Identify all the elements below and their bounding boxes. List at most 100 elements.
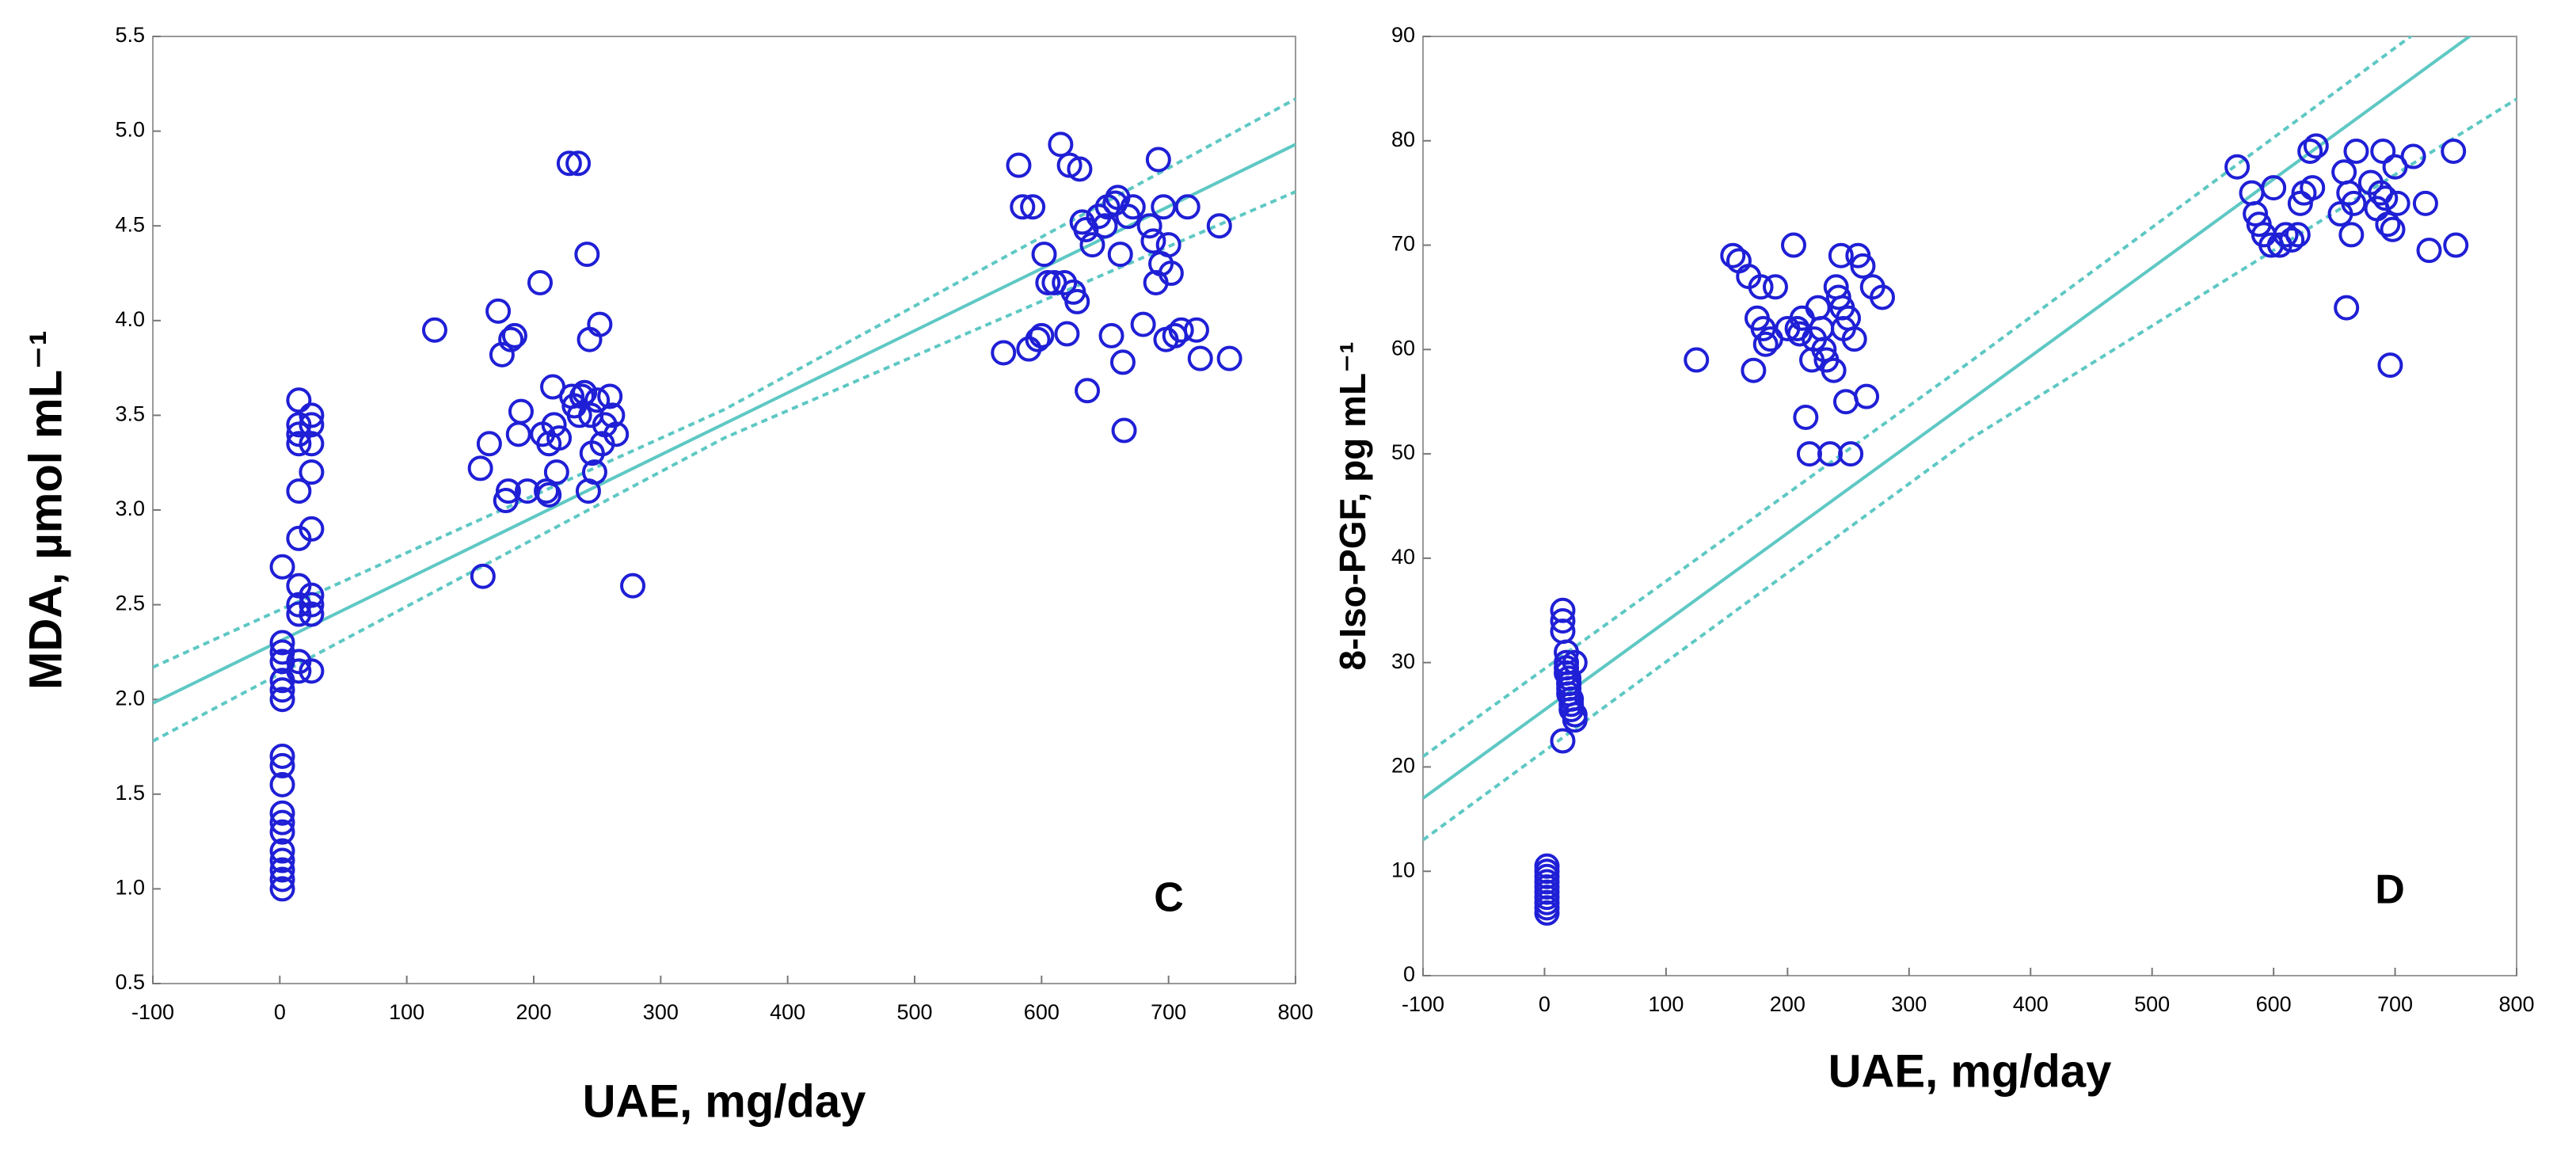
data-point [1109,349,1136,375]
x-axis-label: UAE, mg/day [1828,1045,2112,1097]
y-tick-label: 90 [1391,23,1415,47]
data-point [2443,232,2469,258]
data-point [286,478,312,504]
data-point [1029,322,1055,348]
data-point [1130,311,1156,337]
data-point [269,847,295,873]
data-point [572,379,598,405]
plot-frame [152,36,1296,984]
x-tick-label: 600 [1024,1000,1060,1024]
data-point [2285,222,2311,248]
data-point [1006,152,1032,178]
data-point [1838,441,1864,467]
x-axis-label: UAE, mg/day [583,1075,866,1127]
data-point [269,800,295,826]
data-point [1684,347,1710,373]
x-tick-label: 500 [2134,992,2170,1016]
data-point [2416,238,2442,264]
y-axis-label: 8-Iso-PGF, pg mL⁻¹ [1332,341,1373,670]
data-point [1562,707,1588,733]
data-point [2384,190,2410,216]
data-point [1206,213,1232,239]
data-point [1098,322,1124,348]
y-axis-label: MDA, µmol mL⁻¹ [20,330,71,690]
data-point [2377,352,2403,379]
data-point [269,866,295,892]
data-point [269,809,295,835]
data-point [2224,154,2251,180]
x-tick-label: -100 [1402,992,1444,1016]
data-point [1825,284,1851,310]
data-point [2341,190,2367,216]
data-point [1155,232,1181,258]
data-point [1073,216,1099,242]
data-point [286,431,312,457]
data-point [1035,269,1061,295]
data-point [1741,357,1767,383]
data-point [269,876,295,902]
regression-line [1423,36,2472,800]
data-point [299,582,325,608]
data-point [476,431,502,457]
data-point [546,425,573,451]
y-tick-label: 60 [1391,336,1415,360]
data-point [1752,331,1779,357]
data-point [508,398,534,424]
data-point [1187,345,1213,371]
data-point [2338,222,2365,248]
y-tick-label: 1.0 [115,876,145,900]
data-point [485,298,512,324]
data-point [1216,345,1242,371]
data-point [299,516,325,542]
y-tick-label: 5.0 [115,118,145,142]
data-point [269,687,295,713]
data-point [1183,317,1209,343]
data-point [1025,326,1051,352]
y-tick-label: 0.5 [115,970,145,994]
panel-letter: D [2375,867,2405,913]
x-tick-label: 0 [274,1000,286,1024]
data-point [269,838,295,864]
data-point [603,421,630,447]
y-tick-label: 10 [1391,858,1415,881]
data-point [2370,138,2396,164]
y-tick-label: 40 [1391,545,1415,569]
data-point [1140,228,1166,254]
y-tick-label: 3.0 [115,497,145,520]
data-point [597,383,623,409]
x-tick-label: 400 [770,1000,805,1024]
y-tick-label: 30 [1391,649,1415,673]
data-point [299,601,325,627]
data-point [2343,138,2369,164]
data-point [1064,288,1090,314]
data-point [1762,274,1788,300]
data-point [1031,242,1057,268]
panel-letter: C [1154,875,1184,921]
data-point [269,819,295,845]
data-point [467,455,493,481]
data-point [1550,607,1576,634]
data-point [541,412,567,438]
data-point [470,563,496,589]
data-point [1107,242,1133,268]
y-tick-label: 2.5 [115,592,145,615]
data-point [527,269,554,295]
y-tick-label: 3.5 [115,402,145,426]
data-point [1811,337,1837,363]
data-point [1048,131,1074,158]
data-point [1079,232,1105,258]
data-point [581,459,607,485]
data-point [1136,213,1162,239]
y-tick-label: 1.5 [115,781,145,805]
y-tick-label: 4.0 [115,307,145,331]
data-point [1550,728,1576,754]
data-point [299,592,325,618]
x-tick-label: 800 [1277,1000,1313,1024]
data-point [2334,295,2360,321]
plot-content [153,97,1296,902]
data-point [1775,315,1801,341]
data-point [2279,226,2305,253]
data-point [1854,383,1880,409]
x-tick-label: 100 [1648,992,1684,1016]
x-tick-label: 300 [643,1000,679,1024]
